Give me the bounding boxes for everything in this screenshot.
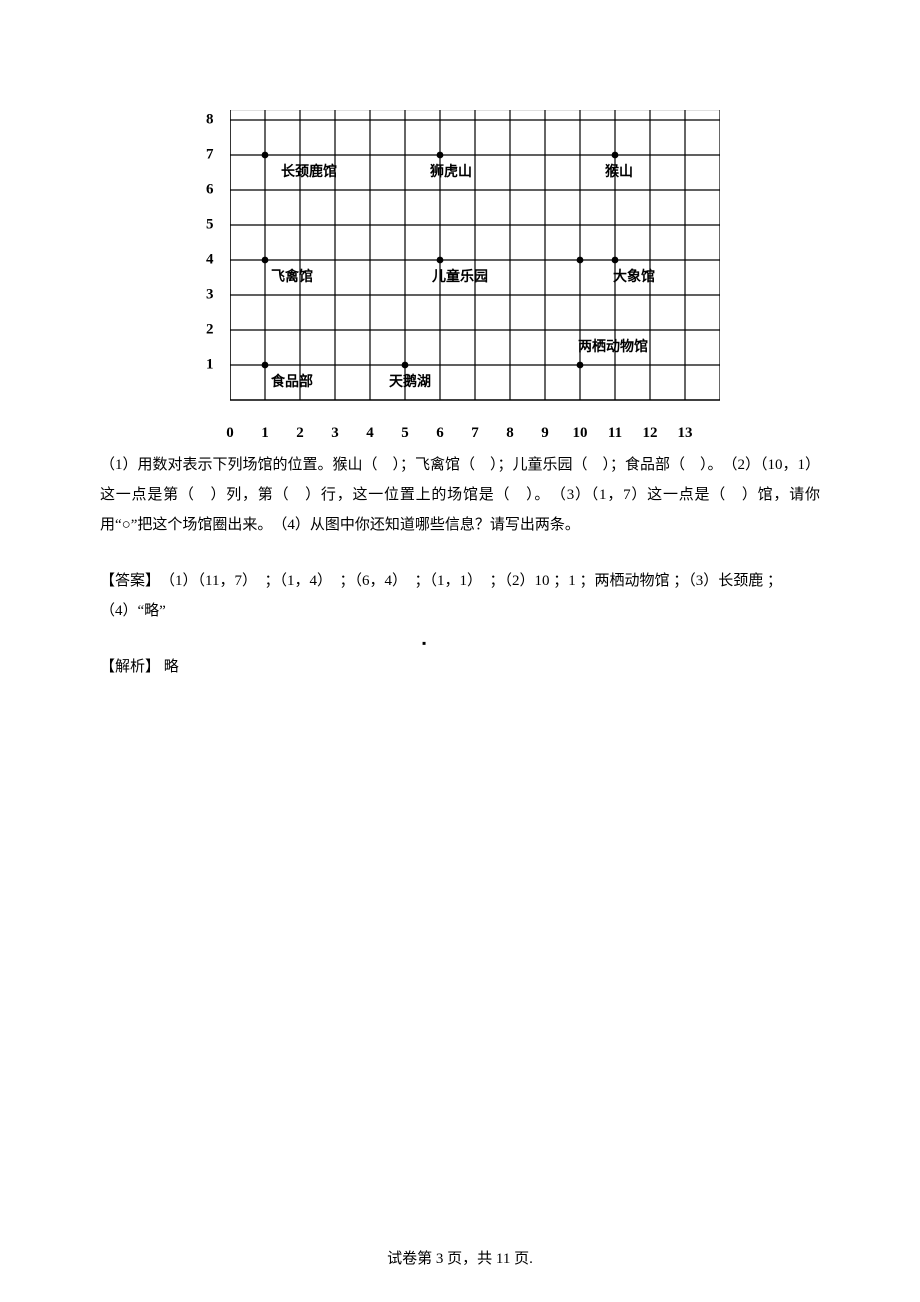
location-label: 长颈鹿馆	[281, 161, 337, 181]
x-axis-label: 6	[436, 425, 444, 442]
x-axis-label: 10	[573, 425, 588, 442]
location-label: 食品部	[271, 371, 313, 391]
location-label: 两栖动物馆	[578, 336, 648, 356]
x-axis-label: 2	[296, 425, 304, 442]
y-axis-label: 3	[206, 287, 214, 304]
x-axis-label: 5	[401, 425, 409, 442]
x-axis-label: 9	[541, 425, 549, 442]
x-axis-label: 3	[331, 425, 339, 442]
x-axis-label: 1	[261, 425, 269, 442]
answer-block: 【答案】 （1）（11，7） ；（1，4） ；（6，4） ；（1，1） ；（2）…	[100, 566, 820, 626]
location-label: 猴山	[605, 161, 633, 181]
x-axis-label: 0	[226, 425, 234, 442]
x-axis-label: 4	[366, 425, 374, 442]
chart-container: 12345678012345678910111213长颈鹿馆狮虎山猴山飞禽馆儿童…	[200, 110, 720, 420]
analysis-label: 【解析】	[100, 659, 160, 675]
answer-label: 【答案】	[100, 573, 153, 589]
analysis-text: 略	[160, 659, 179, 675]
location-label: 飞禽馆	[271, 266, 313, 286]
answer-text: （1）（11，7） ；（1，4） ；（6，4） ；（1，1） ；（2）10 ；1…	[100, 573, 782, 619]
x-axis-label: 8	[506, 425, 514, 442]
y-axis-label: 5	[206, 217, 214, 234]
x-axis-label: 13	[678, 425, 693, 442]
location-label: 大象馆	[613, 266, 655, 286]
page: 12345678012345678910111213长颈鹿馆狮虎山猴山飞禽馆儿童…	[0, 0, 920, 1302]
x-axis-label: 7	[471, 425, 479, 442]
x-axis-label: 12	[643, 425, 658, 442]
y-axis-label: 4	[206, 252, 214, 269]
y-axis-label: 6	[206, 182, 214, 199]
location-label: 天鹅湖	[389, 371, 431, 391]
location-label: 狮虎山	[430, 161, 472, 181]
analysis-block: 【解析】 略	[100, 652, 820, 682]
location-label: 儿童乐园	[432, 266, 488, 286]
question-text: （1）用数对表示下列场馆的位置。猴山（ ）；飞禽馆（ ）；儿童乐园（ ）；食品部…	[100, 450, 820, 540]
x-axis-label: 11	[608, 425, 622, 442]
y-axis-label: 2	[206, 322, 214, 339]
y-axis-label: 8	[206, 112, 214, 129]
y-axis-label: 1	[206, 357, 214, 374]
chart-inner: 12345678012345678910111213长颈鹿馆狮虎山猴山飞禽馆儿童…	[230, 110, 720, 420]
center-mark-icon: ▪	[422, 636, 426, 651]
y-axis-label: 7	[206, 147, 214, 164]
page-footer: 试卷第 3 页，共 11 页.	[0, 1247, 920, 1268]
